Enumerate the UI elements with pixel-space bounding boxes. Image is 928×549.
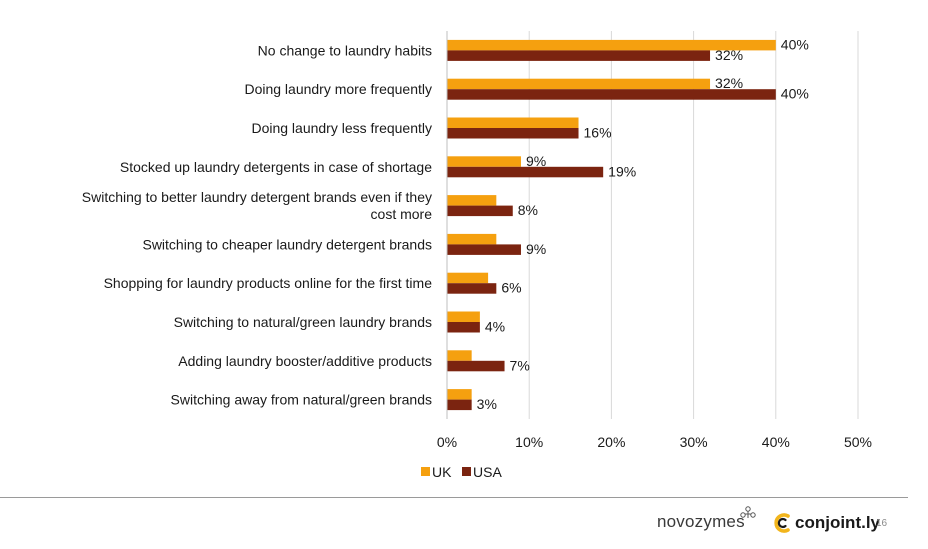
- category-label: cost more: [371, 206, 433, 222]
- bar-usa: [447, 50, 711, 61]
- data-label-uk: 32%: [715, 75, 743, 91]
- data-label-uk: 9%: [526, 153, 546, 169]
- x-tick-label: 30%: [680, 434, 708, 450]
- bar-usa: [447, 283, 497, 294]
- bar-usa: [447, 205, 513, 217]
- bar-uk: [447, 117, 579, 128]
- bar-usa: [447, 128, 579, 139]
- bar-usa: [447, 322, 480, 333]
- bar-uk: [447, 39, 776, 51]
- category-label: Switching away from natural/green brands: [171, 392, 432, 408]
- data-labels: 40% 32% 32% 40% 16% 9% 19% 8% 9% 6% 4% 7% 3%: [477, 36, 809, 412]
- legend: UK USA: [421, 464, 502, 480]
- bar-usa: [447, 244, 521, 255]
- data-label-usa: 8%: [518, 202, 538, 218]
- data-label-usa: 4%: [485, 319, 505, 335]
- chart: No change to laundry habits Doing laundry…: [82, 31, 872, 480]
- page-number: 16: [876, 518, 888, 529]
- bar-uk: [447, 272, 489, 284]
- bar-usa: [447, 360, 505, 372]
- category-labels: No change to laundry habits Doing laundry…: [82, 42, 432, 407]
- data-label-usa: 9%: [526, 241, 546, 257]
- bar-uk: [447, 233, 497, 245]
- bar-uk: [447, 195, 497, 206]
- bar-uk: [447, 389, 472, 400]
- legend-label-usa: USA: [473, 464, 502, 480]
- x-tick-label: 40%: [762, 434, 790, 450]
- bar-uk: [447, 156, 521, 167]
- data-label-usa: 32%: [715, 47, 743, 63]
- x-tick-label: 20%: [597, 434, 625, 450]
- x-tick-label: 10%: [515, 434, 543, 450]
- novozymes-logo: novozymes: [657, 512, 745, 531]
- data-label-usa: 19%: [608, 163, 636, 179]
- data-label-usa: 3%: [477, 396, 497, 412]
- data-label-usa: 6%: [501, 280, 521, 296]
- bar-uk: [447, 311, 480, 322]
- category-label: Stocked up laundry detergents in case of…: [120, 159, 432, 175]
- conjointly-logo: conjoint.ly: [773, 510, 880, 536]
- footer-divider: [0, 497, 908, 498]
- legend-label-uk: UK: [432, 464, 452, 480]
- category-label: Switching to better laundry detergent br…: [82, 189, 432, 205]
- bars: [447, 39, 776, 411]
- conjointly-wordmark: conjoint.ly: [795, 513, 880, 532]
- legend-swatch-uk: [421, 467, 430, 476]
- bar-usa: [447, 399, 472, 411]
- legend-swatch-usa: [462, 467, 471, 476]
- data-label-usa: 40%: [781, 86, 809, 102]
- data-label-usa: 7%: [510, 357, 530, 373]
- novozymes-mark-icon: [740, 506, 756, 518]
- category-label: Doing laundry more frequently: [244, 81, 432, 97]
- x-tick-label: 0%: [437, 434, 457, 450]
- bar-usa: [447, 166, 604, 178]
- category-label: Doing laundry less frequently: [251, 120, 432, 136]
- category-label: Switching to cheaper laundry detergent b…: [142, 236, 432, 252]
- category-label: No change to laundry habits: [258, 42, 432, 58]
- conjointly-mark-icon: [774, 513, 790, 533]
- data-label-usa: 16%: [584, 125, 612, 141]
- category-label: Switching to natural/green laundry brand…: [174, 314, 432, 330]
- x-tick-label: 50%: [844, 434, 872, 450]
- category-label: Adding laundry booster/additive products: [178, 353, 432, 369]
- bar-uk: [447, 78, 711, 90]
- bar-usa: [447, 89, 776, 100]
- x-tick-labels: 0% 10% 20% 30% 40% 50%: [437, 434, 872, 450]
- category-label: Shopping for laundry products online for…: [104, 275, 433, 291]
- data-label-uk: 40%: [781, 36, 809, 52]
- bar-uk: [447, 350, 472, 361]
